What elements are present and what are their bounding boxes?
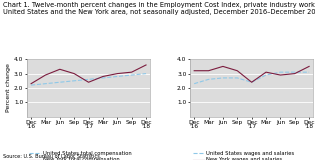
New York wages and salaries [221, 65, 225, 67]
New York wages and salaries [307, 65, 311, 67]
New York wages and salaries [278, 74, 282, 76]
United States total compensation [58, 81, 62, 83]
New York total compensation [144, 64, 148, 66]
New York wages and salaries [264, 71, 268, 73]
Legend: United States wages and salaries, New York wages and salaries: United States wages and salaries, New Yo… [192, 151, 294, 160]
Text: Chart 1. Twelve-month percent changes in the Employment Cost Index, private indu: Chart 1. Twelve-month percent changes in… [3, 2, 315, 15]
United States wages and salaries [235, 77, 239, 79]
United States total compensation [144, 73, 148, 75]
New York wages and salaries [293, 73, 297, 75]
New York total compensation [87, 81, 90, 83]
United States wages and salaries [250, 81, 254, 83]
United States wages and salaries [207, 78, 210, 80]
United States wages and salaries [307, 71, 311, 73]
Text: Source: U.S. Bureau of Labor Statistics.: Source: U.S. Bureau of Labor Statistics. [3, 154, 101, 159]
New York wages and salaries [250, 81, 254, 83]
New York total compensation [101, 76, 105, 77]
Line: United States wages and salaries: United States wages and salaries [194, 72, 309, 84]
Y-axis label: Percent change: Percent change [6, 64, 11, 112]
Legend: United States total compensation, New York total compensation: United States total compensation, New Yo… [29, 151, 131, 160]
Line: New York total compensation: New York total compensation [31, 65, 146, 84]
Line: United States total compensation: United States total compensation [31, 74, 146, 85]
New York wages and salaries [192, 70, 196, 72]
New York total compensation [130, 71, 134, 73]
United States total compensation [130, 74, 134, 76]
New York total compensation [115, 73, 119, 75]
United States wages and salaries [278, 71, 282, 73]
New York total compensation [58, 68, 62, 70]
New York total compensation [29, 83, 33, 85]
United States total compensation [115, 76, 119, 77]
Line: New York wages and salaries: New York wages and salaries [194, 66, 309, 82]
United States total compensation [72, 80, 76, 82]
New York total compensation [43, 74, 47, 76]
United States total compensation [101, 77, 105, 79]
United States wages and salaries [192, 83, 196, 85]
United States total compensation [43, 83, 47, 85]
United States wages and salaries [221, 77, 225, 79]
United States total compensation [87, 78, 90, 80]
United States wages and salaries [264, 74, 268, 76]
New York total compensation [72, 73, 76, 75]
United States total compensation [29, 84, 33, 86]
New York wages and salaries [235, 70, 239, 72]
United States wages and salaries [293, 71, 297, 73]
New York wages and salaries [207, 70, 210, 72]
